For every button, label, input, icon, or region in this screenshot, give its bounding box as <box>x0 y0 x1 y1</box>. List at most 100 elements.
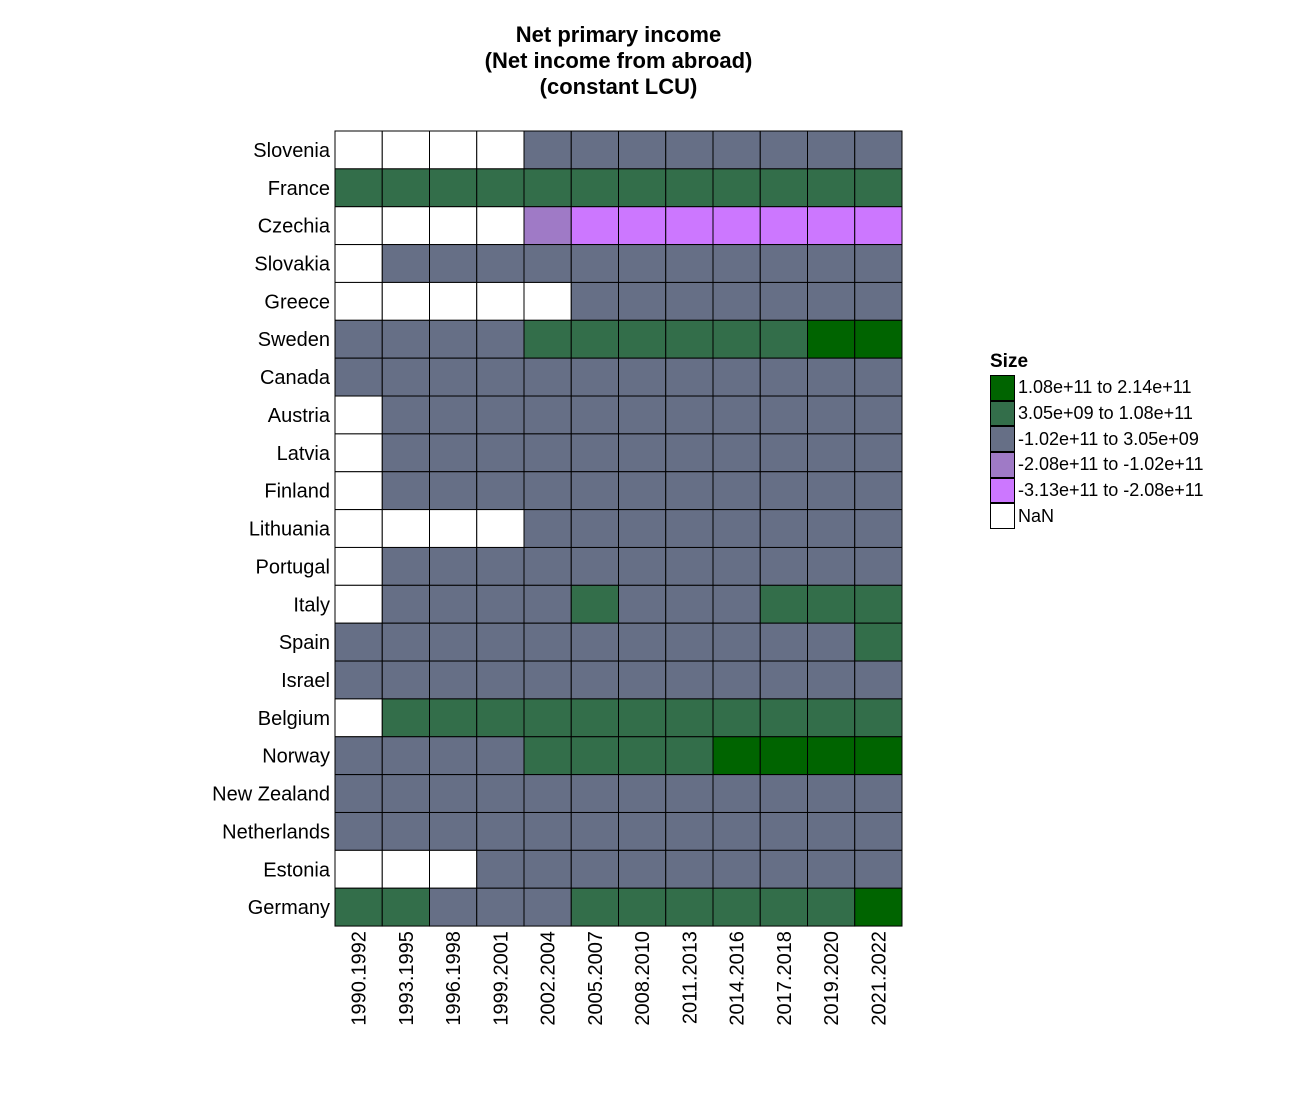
heatmap-cell-spain-1999-2001 <box>476 622 525 662</box>
heatmap-cell-lithuania-1990-1992 <box>334 509 383 548</box>
heatmap-cell-czechia-1993-1995 <box>381 206 430 246</box>
heatmap-cell-belgium-2008-2010 <box>618 698 667 738</box>
heatmap-cell-finland-2005-2007 <box>570 471 619 511</box>
heatmap-cell-sweden-2017-2018 <box>759 319 808 359</box>
heatmap-cell-canada-2014-2016 <box>712 357 761 397</box>
heatmap-cell-lithuania-1999-2001 <box>476 509 525 548</box>
heatmap-cell-finland-2014-2016 <box>712 471 761 511</box>
x-tick-label-1990-1992: 1990.1992 <box>349 931 371 1026</box>
heatmap-cell-slovakia-1999-2001 <box>476 244 525 283</box>
heatmap-cell-czechia-2019-2020 <box>807 206 856 246</box>
heatmap-cell-canada-1996-1998 <box>429 357 478 397</box>
x-tick-label-2021-2022: 2021.2022 <box>868 931 890 1026</box>
heatmap-cell-norway-1993-1995 <box>381 736 430 776</box>
legend-entry: 3.05e+09 to 1.08e+11 <box>990 400 1203 427</box>
heatmap-cell-sweden-2011-2013 <box>665 319 714 359</box>
heatmap-cell-netherlands-2011-2013 <box>665 811 714 851</box>
heatmap-cell-slovenia-2008-2010 <box>618 130 667 170</box>
heatmap-cell-germany-1999-2001 <box>476 887 525 927</box>
heatmap-cell-greece-1993-1995 <box>381 281 430 321</box>
heatmap-cell-norway-2008-2010 <box>618 736 667 776</box>
heatmap-cell-latvia-2014-2016 <box>712 433 761 473</box>
legend-entry: -3.13e+11 to -2.08e+11 <box>990 477 1203 504</box>
heatmap-cell-austria-2005-2007 <box>570 395 619 435</box>
heatmap-cell-czechia-2005-2007 <box>570 206 619 246</box>
heatmap-cell-israel-2014-2016 <box>712 660 761 700</box>
legend-label: -2.08e+11 to -1.02e+11 <box>1018 454 1204 475</box>
heatmap-cell-spain-2021-2022 <box>854 622 903 662</box>
heatmap-cell-portugal-2014-2016 <box>712 546 761 586</box>
heatmap-cell-lithuania-2017-2018 <box>759 509 808 548</box>
heatmap-cell-slovakia-1990-1992 <box>334 244 383 283</box>
heatmap-cell-latvia-2019-2020 <box>807 433 856 473</box>
heatmap-cell-slovenia-2019-2020 <box>807 130 856 170</box>
heatmap-cell-portugal-2021-2022 <box>854 546 903 586</box>
heatmap-cell-spain-2002-2004 <box>523 622 572 662</box>
heatmap-cell-portugal-1999-2001 <box>476 546 525 586</box>
heatmap-cell-israel-2021-2022 <box>854 660 903 700</box>
heatmap-cell-new-zealand-2011-2013 <box>665 774 714 813</box>
heatmap-cell-lithuania-2019-2020 <box>807 509 856 548</box>
heatmap-cell-sweden-1996-1998 <box>429 319 478 359</box>
heatmap-cell-new-zealand-2021-2022 <box>854 774 903 813</box>
heatmap-cell-norway-2011-2013 <box>665 736 714 776</box>
heatmap-cell-israel-2019-2020 <box>807 660 856 700</box>
heatmap-cells <box>334 130 903 927</box>
heatmap-cell-austria-2002-2004 <box>523 395 572 435</box>
heatmap-cell-estonia-2011-2013 <box>665 849 714 889</box>
chart-title-line-3: (constant LCU) <box>539 74 698 99</box>
heatmap-cell-netherlands-1990-1992 <box>334 811 383 851</box>
heatmap-cell-spain-2008-2010 <box>618 622 667 662</box>
heatmap-cell-estonia-2008-2010 <box>618 849 667 889</box>
y-axis-labels: Slovenia France Czechia Slovakia Greece Swede… <box>212 140 331 919</box>
heatmap-cell-netherlands-2021-2022 <box>854 811 903 851</box>
heatmap-cell-italy-2019-2020 <box>807 584 856 624</box>
heatmap-cell-belgium-2002-2004 <box>523 698 572 738</box>
heatmap-cell-greece-2021-2022 <box>854 281 903 321</box>
heatmap-cell-new-zealand-2019-2020 <box>807 774 856 813</box>
heatmap-cell-italy-2005-2007 <box>570 584 619 624</box>
heatmap-cell-lithuania-2021-2022 <box>854 509 903 548</box>
heatmap-cell-germany-2017-2018 <box>759 887 808 927</box>
heatmap-cell-portugal-2011-2013 <box>665 546 714 586</box>
legend-swatch <box>990 477 1015 504</box>
heatmap-cell-greece-2011-2013 <box>665 281 714 321</box>
heatmap-cell-greece-2014-2016 <box>712 281 761 321</box>
heatmap-cell-greece-2008-2010 <box>618 281 667 321</box>
x-tick-label-2008-2010: 2008.2010 <box>632 931 654 1026</box>
heatmap-cell-germany-2005-2007 <box>570 887 619 927</box>
heatmap-cell-slovakia-2017-2018 <box>759 244 808 283</box>
heatmap-cell-slovakia-2002-2004 <box>523 244 572 283</box>
heatmap-cell-israel-2008-2010 <box>618 660 667 700</box>
heatmap-cell-finland-2002-2004 <box>523 471 572 511</box>
heatmap-cell-germany-2014-2016 <box>712 887 761 927</box>
heatmap-cell-slovenia-1999-2001 <box>476 130 525 170</box>
legend-swatch <box>990 400 1015 427</box>
heatmap-cell-canada-1999-2001 <box>476 357 525 397</box>
heatmap-cell-slovakia-2014-2016 <box>712 244 761 283</box>
heatmap-cell-germany-2002-2004 <box>523 887 572 927</box>
heatmap-cell-sweden-2002-2004 <box>523 319 572 359</box>
heatmap-cell-estonia-2021-2022 <box>854 849 903 889</box>
heatmap-cell-netherlands-2017-2018 <box>759 811 808 851</box>
heatmap-cell-norway-1996-1998 <box>429 736 478 776</box>
heatmap-cell-france-1999-2001 <box>476 168 525 208</box>
y-tick-label-estonia: Estonia <box>263 859 331 881</box>
heatmap-cell-greece-1990-1992 <box>334 281 383 321</box>
heatmap-cell-finland-2021-2022 <box>854 471 903 511</box>
heatmap-cell-italy-2011-2013 <box>665 584 714 624</box>
y-tick-label-spain: Spain <box>279 632 330 654</box>
heatmap-cell-new-zealand-2008-2010 <box>618 774 667 813</box>
heatmap-cell-czechia-1990-1992 <box>334 206 383 246</box>
heatmap-cell-lithuania-2002-2004 <box>523 509 572 548</box>
legend-title: Size <box>990 351 1029 372</box>
heatmap-cell-belgium-1999-2001 <box>476 698 525 738</box>
heatmap-cell-belgium-1990-1992 <box>334 698 383 738</box>
heatmap-cell-portugal-2005-2007 <box>570 546 619 586</box>
heatmap-cell-austria-2011-2013 <box>665 395 714 435</box>
legend-label: NaN <box>1018 505 1055 526</box>
heatmap-cell-italy-2021-2022 <box>854 584 903 624</box>
heatmap-cell-new-zealand-2005-2007 <box>570 774 619 813</box>
heatmap-cell-canada-2017-2018 <box>759 357 808 397</box>
x-tick-label-2011-2013: 2011.2013 <box>679 931 701 1024</box>
